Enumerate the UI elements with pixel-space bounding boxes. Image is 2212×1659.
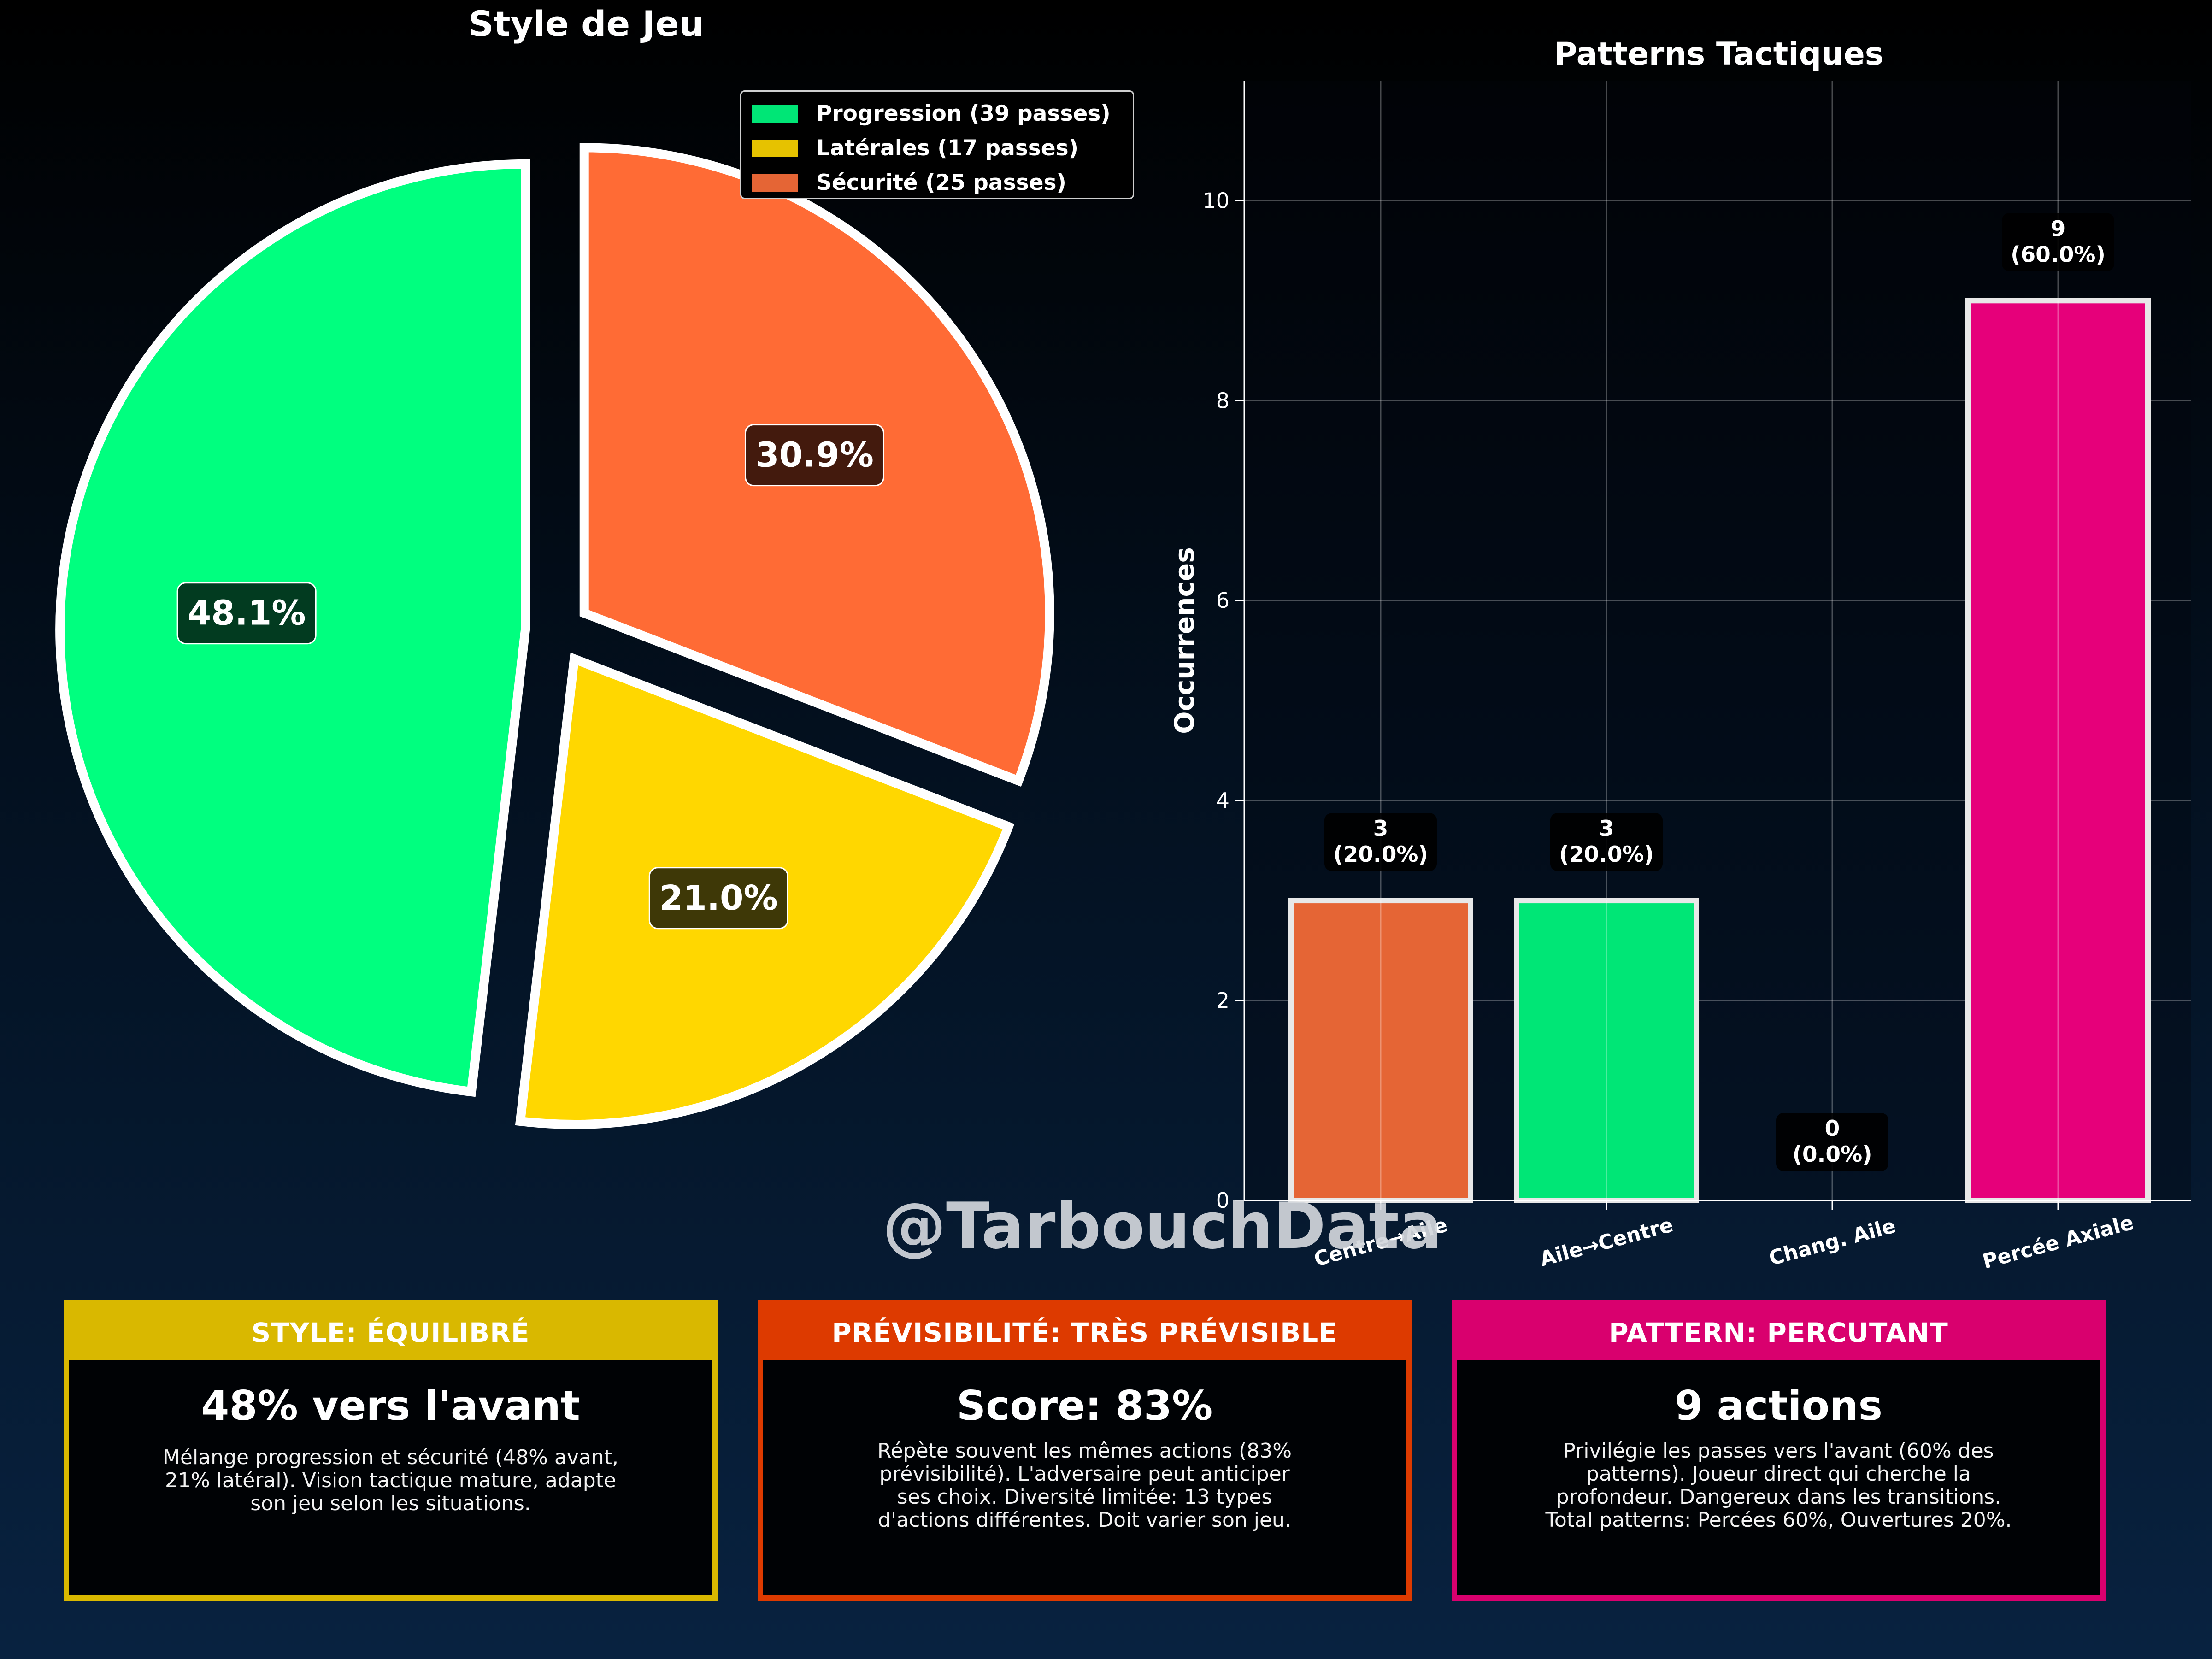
pattern-card: PATTERN: PERCUTANT 9 actions Privilégie … — [1452, 1300, 2106, 1601]
card-line: profondeur. Dangereux dans les transitio… — [1556, 1485, 2001, 1509]
pie-legend: Progression (39 passes) Latérales (17 pa… — [740, 90, 1134, 199]
bar — [1288, 898, 1473, 1204]
pie-slice-label: 30.9% — [744, 424, 884, 487]
legend-item-progression: Progression (39 passes) — [752, 96, 1133, 131]
svg-text:21.0%: 21.0% — [659, 878, 778, 918]
card-line: Privilégie les passes vers l'avant (60% … — [1563, 1439, 1994, 1463]
y-tick-label: 6 — [1216, 588, 1230, 613]
svg-text:3: 3 — [1599, 816, 1614, 841]
y-tick-label: 0 — [1216, 1188, 1230, 1213]
predictability-card: PRÉVISIBILITÉ: TRÈS PRÉVISIBLE Score: 83… — [758, 1300, 1412, 1601]
x-tick-label: Aile→Centre — [1537, 1213, 1676, 1271]
svg-text:3: 3 — [1373, 816, 1388, 841]
card-line: Mélange progression et sécurité (48% ava… — [162, 1446, 619, 1469]
card-header: STYLE: ÉQUILIBRÉ — [69, 1305, 712, 1360]
card-line: Répète souvent les mêmes actions (83% — [877, 1439, 1292, 1463]
card-line: prévisibilité). L'adversaire peut antici… — [879, 1462, 1290, 1486]
legend-label: Sécurité (25 passes) — [816, 170, 1066, 195]
svg-text:(0.0%): (0.0%) — [1792, 1142, 1872, 1167]
y-tick-label: 2 — [1216, 988, 1230, 1013]
x-tick-label: Chang. Aile — [1766, 1214, 1898, 1270]
legend-item-laterales: Latérales (17 passes) — [752, 131, 1133, 165]
legend-label: Progression (39 passes) — [816, 101, 1111, 126]
card-header: PRÉVISIBILITÉ: TRÈS PRÉVISIBLE — [763, 1305, 1406, 1360]
card-line: 21% latéral). Vision tactique mature, ad… — [165, 1469, 616, 1492]
card-line: Total patterns: Percées 60%, Ouvertures … — [1545, 1508, 2012, 1532]
svg-text:48.1%: 48.1% — [188, 594, 306, 633]
card-line: son jeu selon les situations. — [250, 1492, 531, 1515]
bar-title: Patterns Tactiques — [1554, 36, 1883, 72]
style-card: STYLE: ÉQUILIBRÉ 48% vers l'avant Mélang… — [64, 1300, 718, 1601]
card-description: Privilégie les passes vers l'avant (60% … — [1526, 1440, 2031, 1532]
svg-text:0: 0 — [1825, 1116, 1840, 1141]
svg-text:9: 9 — [2051, 216, 2066, 241]
card-description: Répète souvent les mêmes actions (83% pr… — [832, 1440, 1337, 1532]
svg-text:(60.0%): (60.0%) — [2011, 242, 2106, 267]
pie-slice-label: 21.0% — [648, 867, 788, 930]
y-axis-label: Occurrences — [1169, 547, 1200, 734]
y-tick-label: 8 — [1216, 388, 1230, 413]
card-header: PATTERN: PERCUTANT — [1457, 1305, 2100, 1360]
legend-swatch — [752, 105, 798, 123]
card-line: patterns). Joueur direct qui cherche la — [1586, 1462, 1971, 1486]
bar-data-label: 9(60.0%) — [2002, 213, 2114, 271]
card-headline: Score: 83% — [956, 1382, 1213, 1430]
card-line: d'actions différentes. Doit varier son j… — [878, 1508, 1291, 1532]
pie-slice-label: 48.1% — [176, 582, 317, 645]
watermark: @TarbouchData — [882, 1189, 1442, 1263]
bar-data-label: 0(0.0%) — [1776, 1113, 1888, 1171]
bar-data-label: 3(20.0%) — [1550, 813, 1663, 871]
card-line: ses choix. Diversité limitée: 13 types — [897, 1485, 1272, 1509]
bar-data-label: 3(20.0%) — [1324, 813, 1437, 871]
legend-label: Latérales (17 passes) — [816, 135, 1079, 161]
svg-text:30.9%: 30.9% — [755, 435, 874, 475]
y-tick-label: 10 — [1202, 188, 1230, 213]
legend-swatch — [752, 139, 798, 157]
x-tick-label: Percée Axiale — [1980, 1211, 2136, 1273]
card-description: Mélange progression et sécurité (48% ava… — [138, 1446, 643, 1515]
y-tick-label: 4 — [1216, 788, 1230, 813]
card-headline: 48% vers l'avant — [201, 1382, 580, 1430]
legend-swatch — [752, 174, 798, 192]
bar — [1514, 898, 1699, 1204]
svg-text:(20.0%): (20.0%) — [1333, 842, 1428, 867]
card-headline: 9 actions — [1674, 1382, 1883, 1430]
legend-item-securite: Sécurité (25 passes) — [752, 165, 1133, 200]
svg-text:(20.0%): (20.0%) — [1559, 842, 1654, 867]
bar-chart: Patterns Tactiques Occurrences 3(20.0%)3… — [1169, 36, 2191, 1274]
pie-chart: Style de Jeu 48.1% 21.0% 30.9% — [55, 3, 1054, 1129]
pie-title: Style de Jeu — [469, 3, 704, 44]
